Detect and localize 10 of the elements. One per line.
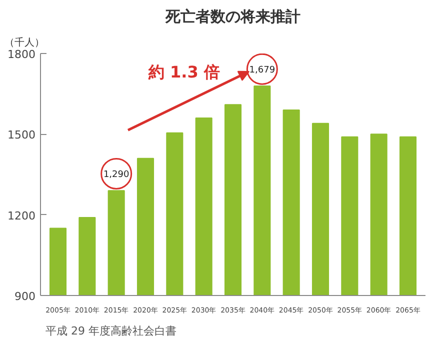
data-label: 1,679 xyxy=(249,66,276,76)
chart-title: 死亡者数の将来推計 xyxy=(164,8,300,26)
text: 平成 29 年度高齢社会白書 xyxy=(46,324,176,338)
y-tick-label: 900 xyxy=(14,290,36,303)
y-axis-title: （千人） xyxy=(4,36,44,48)
annotation: 約 1.3 倍 xyxy=(147,62,220,82)
data-label: 1,290 xyxy=(103,170,130,180)
y-tick-label: 1500 xyxy=(8,128,36,142)
y-tick-label: 1800 xyxy=(8,48,36,61)
y-tick-label: 1200 xyxy=(8,209,36,222)
